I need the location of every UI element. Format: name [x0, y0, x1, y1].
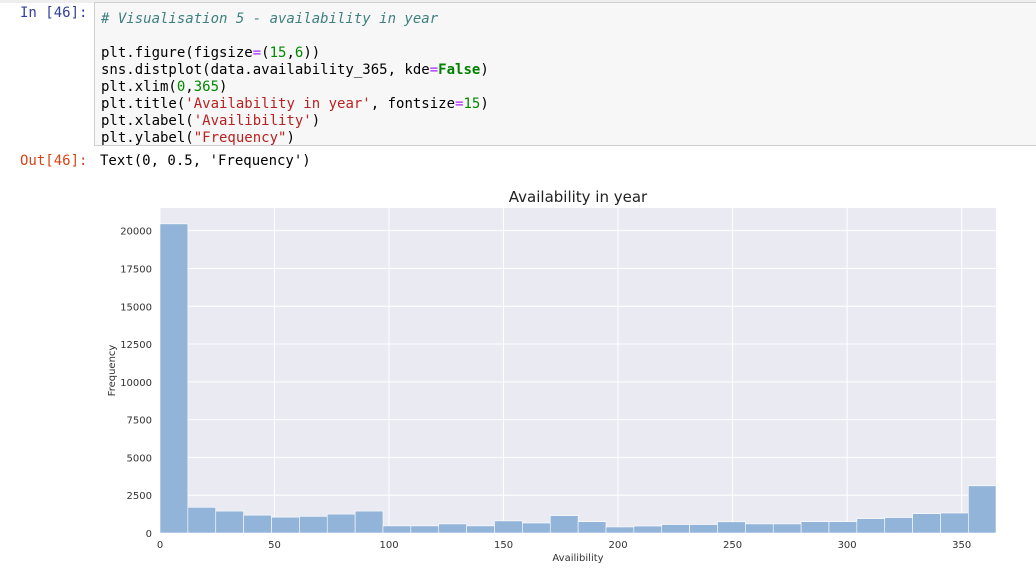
code-line: # Visualisation 5 - availability in year [101, 11, 438, 28]
histogram-bar [271, 516, 300, 534]
code-token: plt.figure(figsize [101, 45, 253, 61]
histogram-bar [215, 510, 244, 534]
histogram-bar [745, 523, 774, 534]
code-token: )) [303, 45, 321, 61]
code-token: # Visualisation 5 - availability in year [101, 11, 439, 27]
y-tick-label: 20000 [120, 227, 152, 238]
chart-title: Availability in year [509, 188, 648, 206]
x-tick-label: 300 [838, 540, 857, 551]
code-line: plt.xlabel('Availibility') [101, 113, 320, 130]
code-token: ( [261, 45, 270, 61]
histogram-bar [438, 523, 467, 534]
code-token: False [438, 62, 481, 78]
code-token: , fontsize [370, 96, 456, 112]
histogram-bar [689, 524, 718, 534]
histogram-bar [577, 521, 607, 534]
code-token: 365 [193, 79, 220, 95]
code-token: ) [286, 130, 295, 146]
y-tick-label: 15000 [120, 302, 152, 313]
histogram-bar [772, 523, 802, 534]
histogram-bar [968, 485, 997, 534]
top-rule [0, 0, 1036, 3]
code-line: plt.ylabel("Frequency") [101, 130, 295, 147]
code-token: 'Availability in year' [185, 96, 371, 112]
histogram-bar [159, 223, 189, 534]
x-tick-label: 250 [723, 540, 742, 551]
output-text: Text(0, 0.5, 'Frequency') [100, 153, 311, 169]
code-token: ) [219, 79, 228, 95]
histogram-bar [828, 521, 858, 534]
code-line: plt.title('Availability in year', fontsi… [101, 96, 489, 113]
code-token: 0 [176, 79, 186, 95]
code-token: 6 [294, 45, 304, 61]
x-tick-label: 200 [609, 540, 628, 551]
code-token: ) [480, 96, 489, 112]
histogram-bar [522, 522, 551, 534]
x-tick-label: 350 [952, 540, 971, 551]
code-line: plt.xlim(0,365) [101, 79, 227, 96]
histogram-bar [354, 510, 384, 534]
histogram-bar [494, 520, 523, 534]
histogram-bar [410, 525, 440, 534]
code-token: 15 [269, 45, 287, 61]
code-token: plt.ylabel( [101, 130, 194, 146]
histogram-bar [912, 513, 941, 534]
histogram-bar [299, 516, 328, 534]
x-tick-label: 100 [379, 540, 398, 551]
y-tick-label: 10000 [120, 378, 152, 389]
code-line: plt.figure(figsize=(15,6)) [101, 45, 320, 62]
input-prompt: In [46]: [20, 5, 88, 21]
histogram-bar [717, 521, 746, 534]
plot-area [160, 208, 996, 533]
histogram-bar [800, 521, 830, 534]
code-token: 'Availibility' [193, 113, 312, 129]
y-tick-label: 17500 [120, 264, 152, 275]
histogram-bar [466, 525, 495, 534]
code-token: , [185, 79, 194, 95]
histogram-bar [382, 525, 412, 534]
code-token: plt.title( [101, 96, 186, 112]
code-line: sns.distplot(data.availability_365, kde=… [101, 62, 489, 79]
y-tick-label: 12500 [120, 340, 152, 351]
y-tick-label: 0 [146, 529, 152, 540]
histogram-bar [187, 507, 217, 534]
code-token: sns.distplot(data.availability_365, kde [101, 62, 430, 78]
code-token: = [455, 96, 464, 112]
histogram-chart: 0 50 100 150 200 250 300 350 0 2500 5000 7500 10000 1… [107, 188, 997, 564]
x-tick-label: 50 [268, 540, 281, 551]
code-token: , [286, 45, 295, 61]
y-tick-label: 2500 [127, 491, 152, 502]
code-token: = [252, 45, 262, 61]
y-tick-label: 5000 [127, 453, 152, 464]
x-axis-label: Availibility [552, 553, 603, 564]
y-tick-label: 7500 [127, 416, 152, 427]
code-token: 15 [463, 96, 481, 112]
histogram-bar [549, 515, 579, 534]
code-token: "Frequency" [193, 130, 287, 146]
histogram-bar [243, 514, 272, 534]
code-token: = [429, 62, 439, 78]
x-tick-label: 0 [157, 540, 163, 551]
code-token: plt.xlabel( [101, 113, 194, 129]
histogram-bar [940, 512, 969, 534]
output-prompt: Out[46]: [20, 153, 88, 169]
histogram-bar [856, 518, 886, 534]
code-token: ) [480, 62, 489, 78]
histogram-bar [633, 525, 663, 534]
x-tick-label: 150 [494, 540, 513, 551]
code-token: plt.xlim( [101, 79, 177, 95]
code-cell[interactable]: # Visualisation 5 - availability in year… [94, 2, 1036, 146]
histogram-bar [605, 526, 635, 534]
histogram-bar [884, 517, 913, 534]
histogram-bar [661, 524, 690, 534]
y-axis-label: Frequency [107, 345, 118, 397]
histogram-bar [326, 513, 356, 534]
code-token: ) [311, 113, 321, 129]
